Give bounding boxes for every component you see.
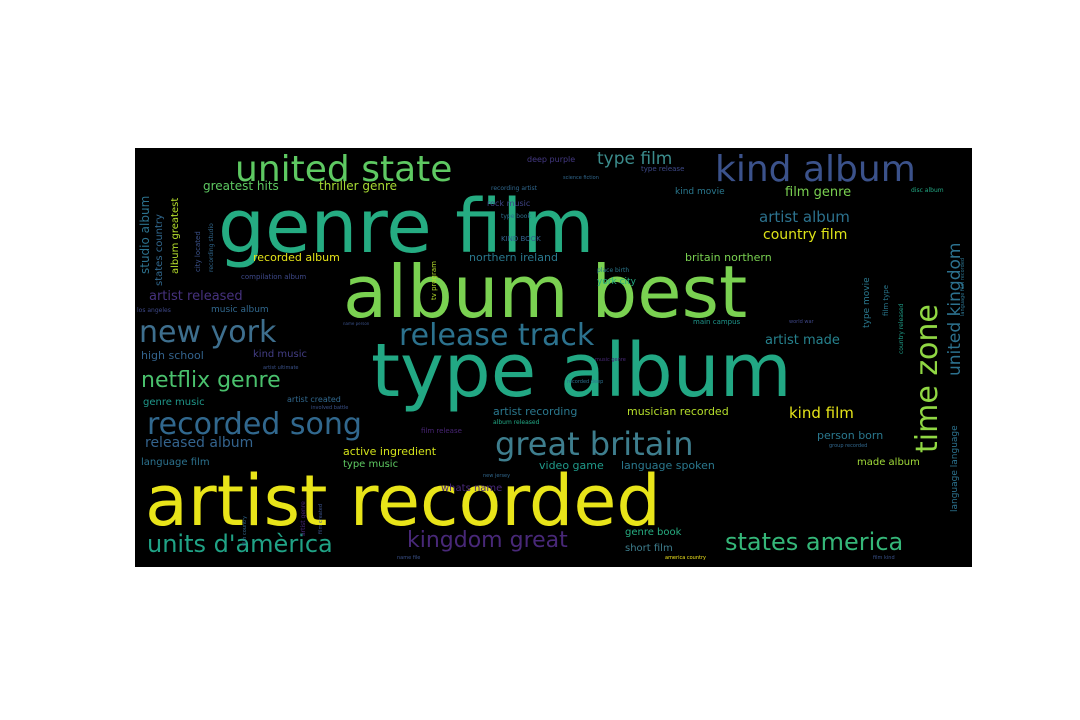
word: music album [211, 305, 269, 315]
word: album released [493, 419, 540, 426]
word: artist made [765, 333, 840, 348]
word: city located [194, 231, 202, 272]
word: artist recording [493, 405, 578, 418]
word: KIND BOOK [501, 235, 541, 243]
word: states country [154, 214, 165, 286]
word: recorded album [253, 251, 340, 264]
word: genre music [143, 397, 205, 408]
word: units d'amèrica [147, 530, 333, 558]
word: language spoken [621, 459, 715, 472]
word: great britain [495, 425, 694, 463]
word: language film recorded [960, 257, 966, 316]
word: involved battle [311, 405, 349, 411]
word: artist ultimate [263, 365, 299, 371]
word: netflix genre [141, 368, 281, 393]
word: type release [641, 165, 685, 173]
word: film kind [873, 555, 895, 561]
word: video game [539, 459, 604, 472]
word: artist created [287, 395, 341, 404]
word: kingdom great [407, 528, 568, 553]
word: recording artist [491, 185, 537, 192]
word: studio album [138, 195, 152, 274]
word-cloud: artist recorded type album album best ge… [135, 148, 972, 567]
word: disc album [911, 187, 944, 194]
word: tv program [430, 261, 438, 300]
word: kind film [789, 404, 854, 422]
word: artist released [149, 289, 243, 304]
word: new jersey [483, 473, 511, 479]
word: main campus [693, 318, 741, 326]
word: film type [882, 284, 890, 316]
word: made album [857, 457, 920, 468]
word: group recorded [829, 443, 868, 449]
word: language language [950, 425, 960, 512]
word: type book [501, 213, 531, 220]
word: country released [898, 303, 905, 354]
word: artist album [759, 208, 850, 226]
word: film release [421, 427, 462, 435]
word: states america [725, 528, 904, 556]
word: name person [343, 321, 370, 326]
word: artist genre [300, 501, 307, 536]
word: place birth [597, 267, 630, 274]
word: united state [235, 149, 453, 190]
word: thriller genre [319, 179, 398, 193]
word: person born [817, 429, 884, 442]
word: film country [242, 515, 248, 546]
word: release track [399, 318, 595, 353]
word: type film [597, 149, 673, 169]
word: york city [597, 277, 636, 287]
word: kind movie [675, 187, 725, 197]
word: world war [789, 319, 814, 325]
word: name file [397, 555, 421, 561]
word: high school [141, 349, 204, 362]
word: america country [665, 555, 706, 561]
word: genre book [625, 527, 682, 538]
word: short film [625, 543, 673, 554]
word: active ingredient [343, 445, 437, 458]
word: album best [343, 250, 748, 334]
word: kind music [253, 349, 307, 360]
word: released album [145, 435, 254, 451]
word: new york [139, 315, 277, 350]
word: los angeles [137, 307, 171, 314]
word: science fiction [563, 175, 599, 181]
word: recording studio [208, 223, 215, 272]
word: country film [763, 227, 848, 243]
word: whats name [441, 483, 503, 494]
word: compilation album [241, 273, 307, 281]
word: britain northern [685, 251, 772, 264]
word: artist recorded [145, 460, 661, 542]
word: film created [318, 503, 324, 534]
word: language film [141, 457, 210, 468]
word: type movie [862, 277, 872, 328]
word: genre film [218, 184, 595, 270]
word: recorded song [147, 407, 362, 442]
word: kind album [715, 149, 916, 190]
word: music genre [595, 357, 626, 363]
word: musician recorded [627, 405, 729, 418]
word: type album [371, 328, 792, 414]
word: recorded deep [567, 379, 604, 385]
word: album greatest [170, 197, 181, 274]
word: type music [343, 459, 399, 470]
word: deep purple [527, 155, 576, 164]
word: time zone [910, 304, 945, 453]
word: greatest hits [203, 179, 279, 193]
word: rock music [487, 199, 531, 208]
word: northern ireland [469, 251, 558, 264]
word: film genre [785, 185, 852, 200]
